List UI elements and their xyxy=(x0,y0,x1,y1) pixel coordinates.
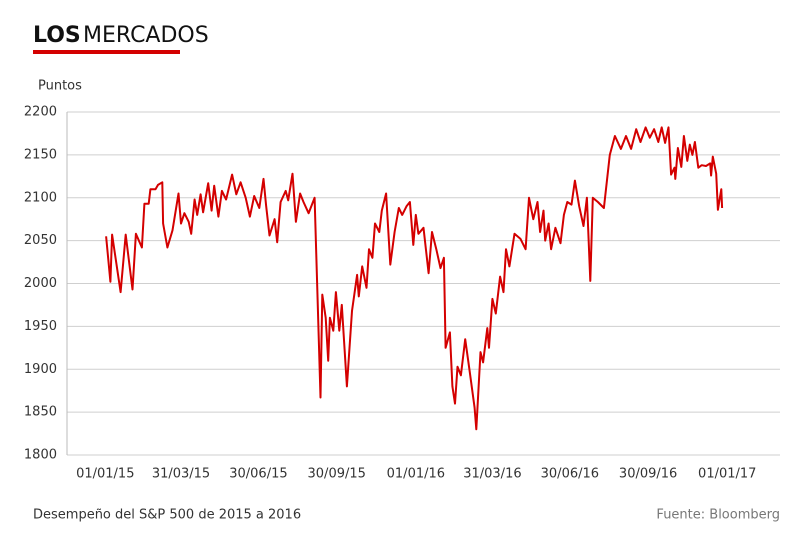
y-tick-label: 1900 xyxy=(24,362,57,377)
title-bold: LOS xyxy=(33,23,81,48)
y-tick-label: 1950 xyxy=(24,319,57,334)
title-underline xyxy=(33,50,180,54)
x-tick-label: 01/01/16 xyxy=(387,467,445,482)
x-tick-label: 30/09/15 xyxy=(308,467,366,482)
y-tick-label: 1800 xyxy=(24,448,57,463)
y-axis-label: Puntos xyxy=(38,79,82,94)
y-tick-label: 2200 xyxy=(24,105,57,120)
x-tick-label: 30/06/16 xyxy=(541,467,599,482)
source: Fuente: Bloomberg xyxy=(656,508,780,523)
title-light: MERCADOS xyxy=(83,23,209,48)
x-tick-label: 30/06/15 xyxy=(229,467,287,482)
caption: Desempeño del S&P 500 de 2015 a 2016 xyxy=(33,508,301,523)
x-tick-label: 31/03/15 xyxy=(152,467,210,482)
y-tick-label: 1850 xyxy=(24,405,57,420)
x-tick-label: 30/09/16 xyxy=(619,467,677,482)
y-tick-label: 2100 xyxy=(24,190,57,205)
x-tick-label: 01/01/15 xyxy=(76,467,134,482)
x-tick-label: 31/03/16 xyxy=(463,467,521,482)
data-line xyxy=(105,126,724,431)
y-tick-label: 2150 xyxy=(24,147,57,162)
x-tick-label: 01/01/17 xyxy=(698,467,756,482)
y-tick-label: 2000 xyxy=(24,276,57,291)
y-tick-label: 2050 xyxy=(24,233,57,248)
